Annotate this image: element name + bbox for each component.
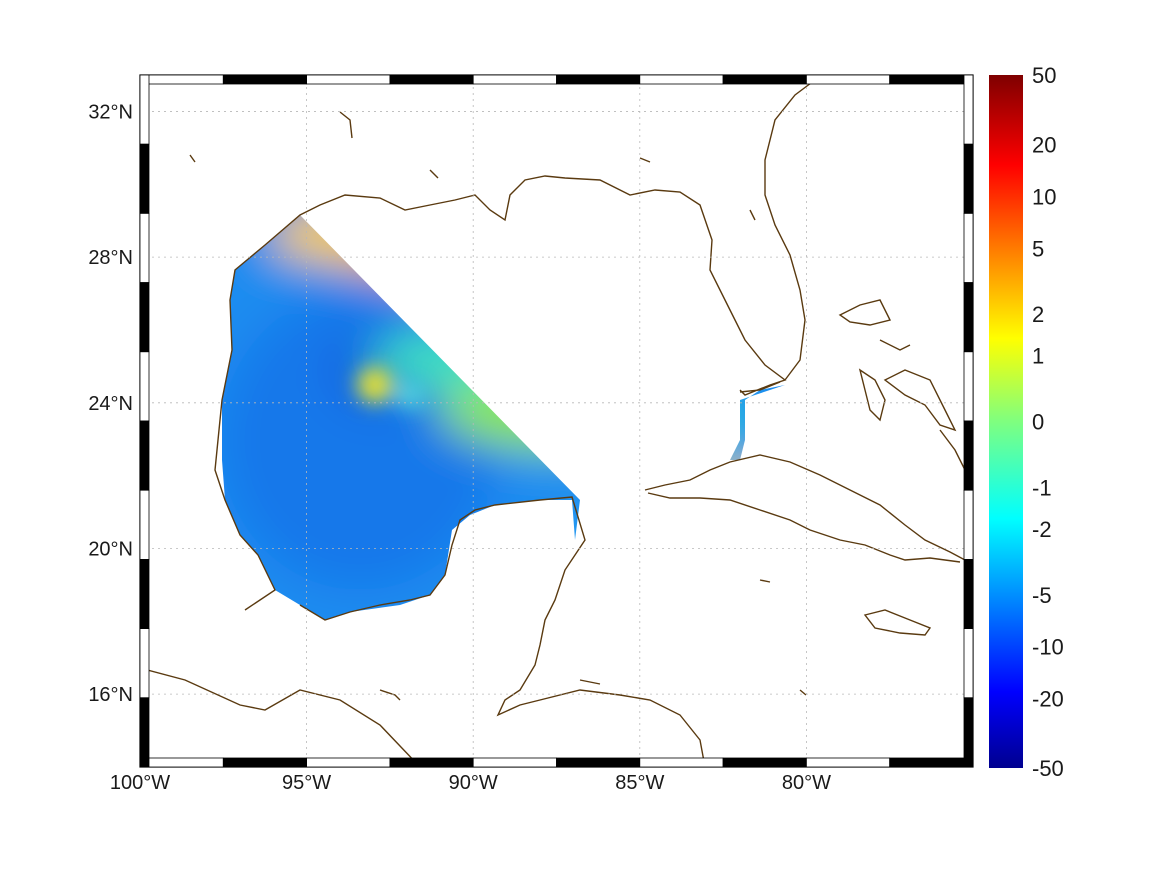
lat-tick-label: 24°N: [88, 393, 133, 415]
frame-bar-right: [963, 282, 974, 353]
map-frame: [139, 74, 974, 768]
frame-bar-right: [963, 420, 974, 491]
frame-bar-top: [722, 74, 807, 85]
frame-bar-bottom: [222, 757, 308, 768]
frame-bar-bottom: [139, 757, 224, 768]
frame-bar-bottom: [722, 757, 807, 768]
frame-bar-right: [963, 74, 974, 145]
frame-bar-right: [963, 628, 974, 699]
frame-bar-bottom: [306, 757, 391, 768]
frame-bar-right: [963, 559, 974, 630]
frame-bar-top: [306, 74, 391, 85]
lat-tick-label: 32°N: [88, 101, 133, 123]
colorbar-tick-label: -5: [1032, 583, 1052, 608]
lon-tick-label: 95°W: [282, 772, 331, 794]
latitude-axis: 32°N 28°N 24°N 20°N 16°N: [88, 101, 133, 706]
colorbar-tick-label: 50: [1032, 63, 1056, 88]
lon-tick-label: 90°W: [449, 772, 498, 794]
frame-bar-left: [139, 628, 150, 699]
colorbar-gradient: [989, 75, 1023, 768]
frame-bar-top: [222, 74, 308, 85]
longitude-axis: 100°W 95°W 90°W 85°W 80°W: [110, 772, 831, 794]
frame-bar-right: [963, 143, 974, 214]
frame-bar-right: [963, 212, 974, 283]
frame-bar-right: [963, 697, 974, 768]
frame-bar-left: [139, 143, 150, 214]
frame-bar-top: [139, 74, 224, 85]
frame-bar-top: [806, 74, 891, 85]
frame-bar-bottom: [639, 757, 724, 768]
frame-bar-bottom: [889, 757, 974, 768]
lon-tick-label: 85°W: [615, 772, 664, 794]
frame-bar-top: [889, 74, 974, 85]
frame-bar-bottom: [806, 757, 891, 768]
lon-tick-label: 100°W: [110, 772, 170, 794]
map-grid: [140, 75, 973, 767]
colorbar-tick-label: -10: [1032, 635, 1064, 660]
frame-bar-right: [963, 351, 974, 422]
lat-tick-label: 28°N: [88, 247, 133, 269]
frame-bar-left: [139, 74, 150, 145]
frame-bar-left: [139, 559, 150, 630]
colorbar-tick-label: -20: [1032, 687, 1064, 712]
frame-bar-left: [139, 282, 150, 353]
colorbar-tick-label: 5: [1032, 236, 1044, 261]
colorbar-tick-label: 0: [1032, 410, 1044, 435]
color-field: [222, 85, 965, 688]
frame-bar-top: [472, 74, 557, 85]
frame-bar-left: [139, 420, 150, 491]
colorbar-tick-label: -50: [1032, 756, 1064, 781]
lat-tick-label: 20°N: [88, 538, 133, 560]
frame-bar-bottom: [472, 757, 557, 768]
frame-bar-left: [139, 212, 150, 283]
frame-bar-top: [639, 74, 724, 85]
frame-bar-left: [139, 489, 150, 560]
frame-bar-bottom: [389, 757, 474, 768]
frame-bar-top: [389, 74, 474, 85]
colorbar-tick-label: 1: [1032, 344, 1044, 369]
frame-bar-left: [139, 351, 150, 422]
lat-tick-label: 16°N: [88, 684, 133, 706]
colorbar-tick-label: -2: [1032, 517, 1052, 542]
frame-bar-left: [139, 697, 150, 768]
coastlines: [140, 79, 966, 767]
frame-bar-right: [963, 489, 974, 560]
colorbar-tick-label: -1: [1032, 475, 1052, 500]
colorbar-tick-label: 10: [1032, 184, 1056, 209]
colorbar-tick-label: 2: [1032, 302, 1044, 327]
colorbar-tick-label: 20: [1032, 132, 1056, 157]
frame-bar-bottom: [556, 757, 641, 768]
frame-bar-top: [556, 74, 641, 85]
lon-tick-label: 80°W: [782, 772, 831, 794]
